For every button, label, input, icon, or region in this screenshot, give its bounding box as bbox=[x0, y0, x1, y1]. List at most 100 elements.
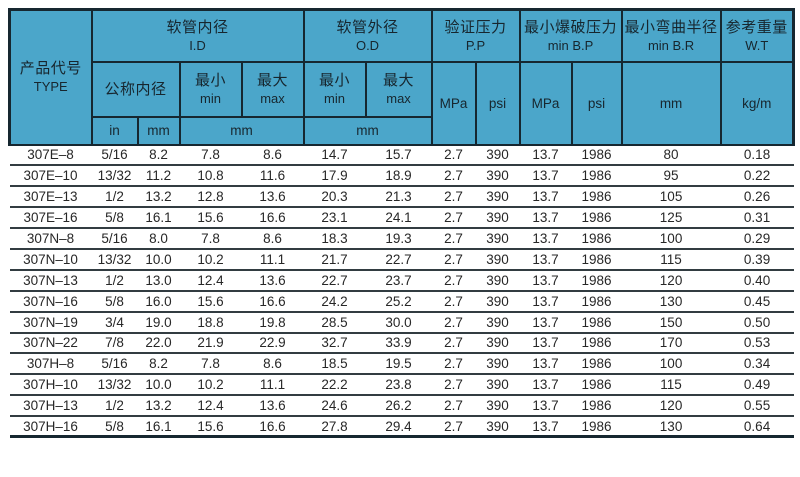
table-row: 307N–8 5/16 8.0 7.8 8.6 18.3 19.3 2.7 390 13.7 198… bbox=[9, 228, 794, 250]
header-pp-zh: 验证压力 bbox=[444, 18, 507, 36]
value-cell: 12.4 bbox=[179, 395, 242, 418]
value-cell: 18.9 bbox=[365, 165, 432, 188]
value-cell: 390 bbox=[475, 374, 520, 397]
value-cell: 390 bbox=[475, 144, 520, 167]
type-cell: 307H–13 bbox=[9, 395, 92, 418]
value-cell: 16.6 bbox=[241, 416, 304, 439]
value-cell: 13.6 bbox=[241, 269, 304, 292]
header-bp-en: min B.P bbox=[547, 37, 594, 53]
value-cell: 13.7 bbox=[519, 248, 572, 271]
value-cell: 10.8 bbox=[179, 165, 242, 188]
value-cell: 1986 bbox=[571, 186, 622, 209]
value-cell: 1986 bbox=[571, 228, 622, 250]
value-cell: 390 bbox=[475, 332, 520, 355]
value-cell: 1986 bbox=[571, 332, 622, 355]
type-cell: 307N–8 bbox=[9, 228, 92, 250]
value-cell: 19.0 bbox=[137, 311, 180, 334]
value-cell: 2.7 bbox=[431, 332, 476, 355]
value-cell: 8.6 bbox=[241, 144, 304, 167]
type-cell: 307E–16 bbox=[9, 207, 92, 230]
value-cell: 3/4 bbox=[91, 311, 138, 334]
value-cell: 0.31 bbox=[720, 207, 794, 230]
type-cell: 307H–10 bbox=[9, 374, 92, 397]
unit-bp-psi: psi bbox=[570, 60, 623, 146]
value-cell: 8.6 bbox=[241, 228, 304, 250]
value-cell: 16.6 bbox=[241, 290, 304, 313]
header-bp-zh: 最小爆破压力 bbox=[524, 18, 618, 36]
table-row: 307E–8 5/16 8.2 7.8 8.6 14.7 15.7 2.7 390 13.7 198… bbox=[9, 144, 794, 167]
value-cell: 100 bbox=[621, 228, 721, 250]
value-cell: 8.0 bbox=[137, 228, 180, 250]
value-cell: 1/2 bbox=[91, 186, 138, 209]
value-cell: 1/2 bbox=[91, 269, 138, 292]
value-cell: 130 bbox=[621, 290, 721, 313]
value-cell: 1986 bbox=[571, 311, 622, 334]
type-cell: 307H–8 bbox=[9, 353, 92, 376]
unit-od-mm: mm bbox=[302, 115, 433, 146]
value-cell: 2.7 bbox=[431, 374, 476, 397]
value-cell: 1986 bbox=[571, 269, 622, 292]
unit-wt-kgm: kg/m bbox=[719, 60, 796, 146]
table-row: 307N–10 13/32 10.0 10.2 11.1 21.7 22.7 2.7 390 13… bbox=[9, 248, 794, 271]
value-cell: 1/2 bbox=[91, 395, 138, 418]
value-cell: 0.22 bbox=[720, 165, 794, 188]
value-cell: 5/16 bbox=[91, 228, 138, 250]
table-row: 307E–16 5/8 16.1 15.6 16.6 23.1 24.1 2.7 390 13.7… bbox=[9, 207, 794, 230]
value-cell: 2.7 bbox=[431, 248, 476, 271]
value-cell: 2.7 bbox=[431, 269, 476, 292]
value-cell: 24.6 bbox=[303, 395, 366, 418]
value-cell: 0.34 bbox=[720, 353, 794, 376]
value-cell: 17.9 bbox=[303, 165, 366, 188]
value-cell: 0.40 bbox=[720, 269, 794, 292]
value-cell: 0.26 bbox=[720, 186, 794, 209]
value-cell: 10.2 bbox=[179, 248, 242, 271]
value-cell: 18.5 bbox=[303, 353, 366, 376]
value-cell: 125 bbox=[621, 207, 721, 230]
value-cell: 13.7 bbox=[519, 416, 572, 439]
type-cell: 307E–13 bbox=[9, 186, 92, 209]
value-cell: 2.7 bbox=[431, 144, 476, 167]
value-cell: 33.9 bbox=[365, 332, 432, 355]
header-outer-diameter: 软管外径 O.D bbox=[302, 8, 433, 63]
value-cell: 13/32 bbox=[91, 165, 138, 188]
table-row: 307H–13 1/2 13.2 12.4 13.6 24.6 26.2 2.7 390 13.7… bbox=[9, 395, 794, 418]
header-nominal-id: 公称内径 bbox=[90, 60, 181, 118]
value-cell: 15.6 bbox=[179, 207, 242, 230]
value-cell: 5/8 bbox=[91, 290, 138, 313]
value-cell: 5/16 bbox=[91, 353, 138, 376]
table-row: 307H–10 13/32 10.0 10.2 11.1 22.2 23.8 2.7 390 13… bbox=[9, 374, 794, 397]
value-cell: 13.2 bbox=[137, 395, 180, 418]
value-cell: 13.7 bbox=[519, 165, 572, 188]
value-cell: 13.7 bbox=[519, 290, 572, 313]
hose-spec-table: 产品代号 TYPE 软管内径 I.D 软管外径 O.D 验证压力 P.P 最小爆… bbox=[8, 8, 796, 439]
type-cell: 307H–16 bbox=[9, 416, 92, 439]
value-cell: 2.7 bbox=[431, 290, 476, 313]
value-cell: 10.0 bbox=[137, 374, 180, 397]
value-cell: 16.1 bbox=[137, 416, 180, 439]
value-cell: 1986 bbox=[571, 416, 622, 439]
type-cell: 307N–10 bbox=[9, 248, 92, 271]
value-cell: 13.7 bbox=[519, 186, 572, 209]
value-cell: 0.55 bbox=[720, 395, 794, 418]
header-wt-zh: 参考重量 bbox=[725, 18, 788, 36]
value-cell: 2.7 bbox=[431, 353, 476, 376]
value-cell: 0.53 bbox=[720, 332, 794, 355]
value-cell: 95 bbox=[621, 165, 721, 188]
value-cell: 30.0 bbox=[365, 311, 432, 334]
header-wt-en: W.T bbox=[745, 37, 769, 53]
value-cell: 0.49 bbox=[720, 374, 794, 397]
value-cell: 13.6 bbox=[241, 186, 304, 209]
value-cell: 80 bbox=[621, 144, 721, 167]
value-cell: 1986 bbox=[571, 144, 622, 167]
value-cell: 390 bbox=[475, 290, 520, 313]
value-cell: 1986 bbox=[571, 374, 622, 397]
value-cell: 13.7 bbox=[519, 269, 572, 292]
value-cell: 1986 bbox=[571, 207, 622, 230]
value-cell: 28.5 bbox=[303, 311, 366, 334]
type-cell: 307N–19 bbox=[9, 311, 92, 334]
value-cell: 29.4 bbox=[365, 416, 432, 439]
unit-nominal-in: in bbox=[90, 115, 139, 146]
header-bend-radius: 最小弯曲半径 min B.R bbox=[620, 8, 722, 63]
value-cell: 24.1 bbox=[365, 207, 432, 230]
value-cell: 27.8 bbox=[303, 416, 366, 439]
